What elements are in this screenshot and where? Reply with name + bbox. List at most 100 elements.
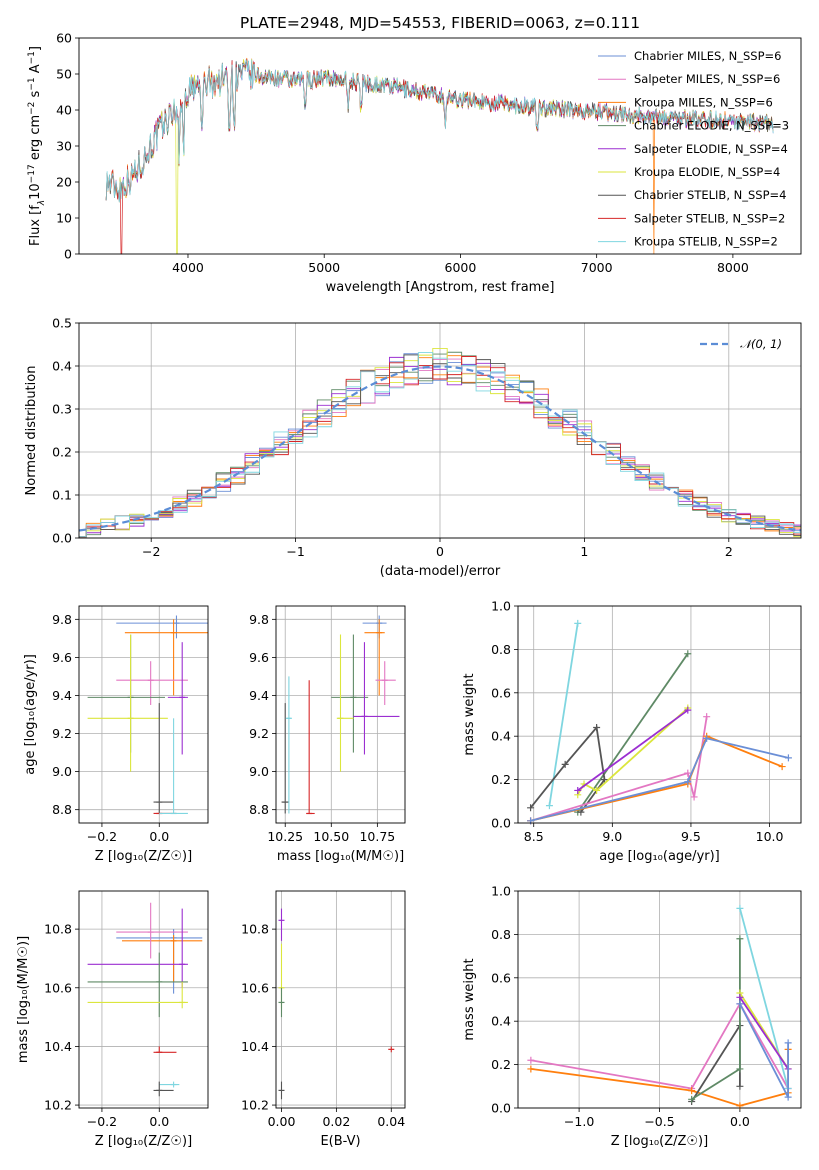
y-tick-label: 0.4 (52, 359, 72, 374)
y-tick-label: 0.1 (52, 488, 72, 503)
figure-title: PLATE=2948, MJD=54553, FIBERID=0063, z=0… (240, 14, 640, 32)
histogram-step (79, 358, 801, 538)
y-axis-label: mass weight (462, 673, 477, 755)
weight-marker (736, 935, 744, 943)
x-tick-label: −0.2 (87, 1114, 117, 1129)
x-tick-label: 0.0 (730, 1114, 750, 1129)
errorbar-group (87, 902, 203, 1097)
y-tick-label: 0.0 (491, 1101, 511, 1116)
y-tick-label: 10.6 (241, 980, 269, 995)
weight-line (530, 735, 783, 822)
y-tick-label: 0.5 (52, 316, 72, 331)
weight-marker (574, 619, 582, 627)
weight-line (576, 707, 689, 796)
legend-label: Chabrier ELODIE, N_SSP=3 (634, 119, 789, 133)
weight-marker (784, 1093, 792, 1101)
y-tick-label: 9.4 (249, 688, 269, 703)
weight-line (577, 709, 689, 792)
x-tick-label: −1 (286, 544, 304, 559)
y-tick-label: 10.6 (44, 980, 72, 995)
x-tick-label: 6000 (445, 260, 477, 275)
x-tick-label: −0.2 (87, 829, 117, 844)
legend-label: Salpeter STELIB, N_SSP=2 (634, 211, 785, 225)
weight-marker (527, 1056, 535, 1064)
y-tick-label: 10.8 (241, 922, 269, 937)
weight-marker (778, 763, 786, 771)
histogram-step (79, 348, 801, 538)
x-tick-label: 2 (725, 544, 733, 559)
x-tick-label: 10.25 (267, 829, 303, 844)
y-tick-label: 10.8 (44, 922, 72, 937)
y-tick-label: 9.6 (52, 650, 72, 665)
legend-label: 𝒩(0, 1) (740, 337, 782, 351)
weight-line (530, 737, 789, 822)
legend-label: Salpeter ELODIE, N_SSP=4 (634, 142, 788, 156)
weight-marker (736, 1000, 744, 1008)
x-tick-label: 9.0 (602, 829, 622, 844)
y-tick-label: 40 (56, 103, 72, 118)
weight-marker (784, 1039, 792, 1047)
weight-marker (784, 754, 792, 762)
x-tick-label: 0.04 (377, 1114, 405, 1129)
weight-marker (684, 650, 692, 658)
weight-marker (736, 1065, 744, 1073)
weight-line (739, 996, 789, 1070)
histogram-step (79, 351, 801, 538)
y-tick-label: 10.2 (44, 1098, 72, 1113)
weight-line (690, 1022, 741, 1102)
histogram-step (79, 353, 801, 538)
legend-label: Chabrier STELIB, N_SSP=4 (634, 188, 786, 202)
x-tick-label: 1 (580, 544, 588, 559)
weight-marker (688, 1095, 696, 1103)
weight-line (530, 716, 708, 822)
histogram-step (79, 352, 801, 538)
weight-line (739, 908, 789, 1089)
y-tick-label: 0.6 (491, 970, 511, 985)
y-tick-label: 9.8 (52, 612, 72, 627)
axes-frame (78, 322, 802, 539)
panel-mass-weight-vs-age: 8.5 9.0 9.5 10.0 0.0 0.2 0.4 0.6 0.8 1.0 age [log₁… (462, 599, 802, 864)
y-tick-label: 0 (64, 247, 72, 262)
y-axis-label: mass weight (462, 958, 477, 1040)
weight-marker (736, 993, 744, 1001)
y-tick-label: 10.4 (241, 1039, 269, 1054)
y-tick-label: 9.0 (249, 764, 269, 779)
weight-marker (593, 786, 601, 794)
x-tick-label: 0 (436, 544, 444, 559)
histogram-step (79, 355, 801, 538)
y-tick-label: 0.8 (491, 642, 511, 657)
y-tick-label: 0.8 (491, 927, 511, 942)
y-tick-label: 0.2 (491, 772, 511, 787)
y-tick-label: 8.8 (249, 802, 269, 817)
y-tick-label: 9.6 (249, 650, 269, 665)
weight-marker (527, 1065, 535, 1073)
x-tick-label: 9.5 (681, 829, 701, 844)
x-axis-label: Z [log₁₀(Z/Z☉)] (95, 1134, 192, 1149)
axes-frame (517, 890, 802, 1109)
y-tick-label: 9.4 (52, 688, 72, 703)
y-tick-label: 9.0 (52, 764, 72, 779)
weight-marker (703, 713, 711, 721)
legend-label: Kroupa STELIB, N_SSP=2 (634, 235, 778, 249)
panel-mass-weight-vs-z: −1.0 −0.5 0.0 0.0 0.2 0.4 0.6 0.8 1.0 Z [log₁₀(Z/… (462, 884, 802, 1149)
axes-frame (78, 890, 209, 1109)
x-tick-label: −2 (142, 544, 160, 559)
y-tick-label: 9.8 (249, 612, 269, 627)
x-tick-label: 8.5 (524, 829, 544, 844)
y-tick-label: 10.2 (241, 1098, 269, 1113)
errorbar-group (278, 908, 395, 1100)
axes-frame (78, 605, 209, 824)
panel-mass-vs-ebv: 0.00 0.02 0.04 10.2 10.4 10.6 10.8 E(B-V) (241, 890, 406, 1149)
y-axis-label: age [log₁₀(age/yr)] (23, 654, 38, 775)
y-tick-label: 0.0 (491, 816, 511, 831)
panel-age-vs-mass: 10.25 10.50 10.75 8.8 9.0 9.2 9.4 9.6 9.8 mass [l… (249, 605, 406, 864)
y-tick-label: 0.4 (491, 729, 511, 744)
x-tick-label: 10.75 (359, 829, 395, 844)
y-tick-label: 0.2 (52, 445, 72, 460)
x-tick-label: 4000 (172, 260, 204, 275)
y-tick-label: 1.0 (491, 599, 511, 614)
x-tick-label: 5000 (308, 260, 340, 275)
spectrum-line (105, 59, 774, 203)
weight-marker (688, 1087, 696, 1095)
x-axis-label: wavelength [Angstrom, rest frame] (326, 280, 555, 295)
